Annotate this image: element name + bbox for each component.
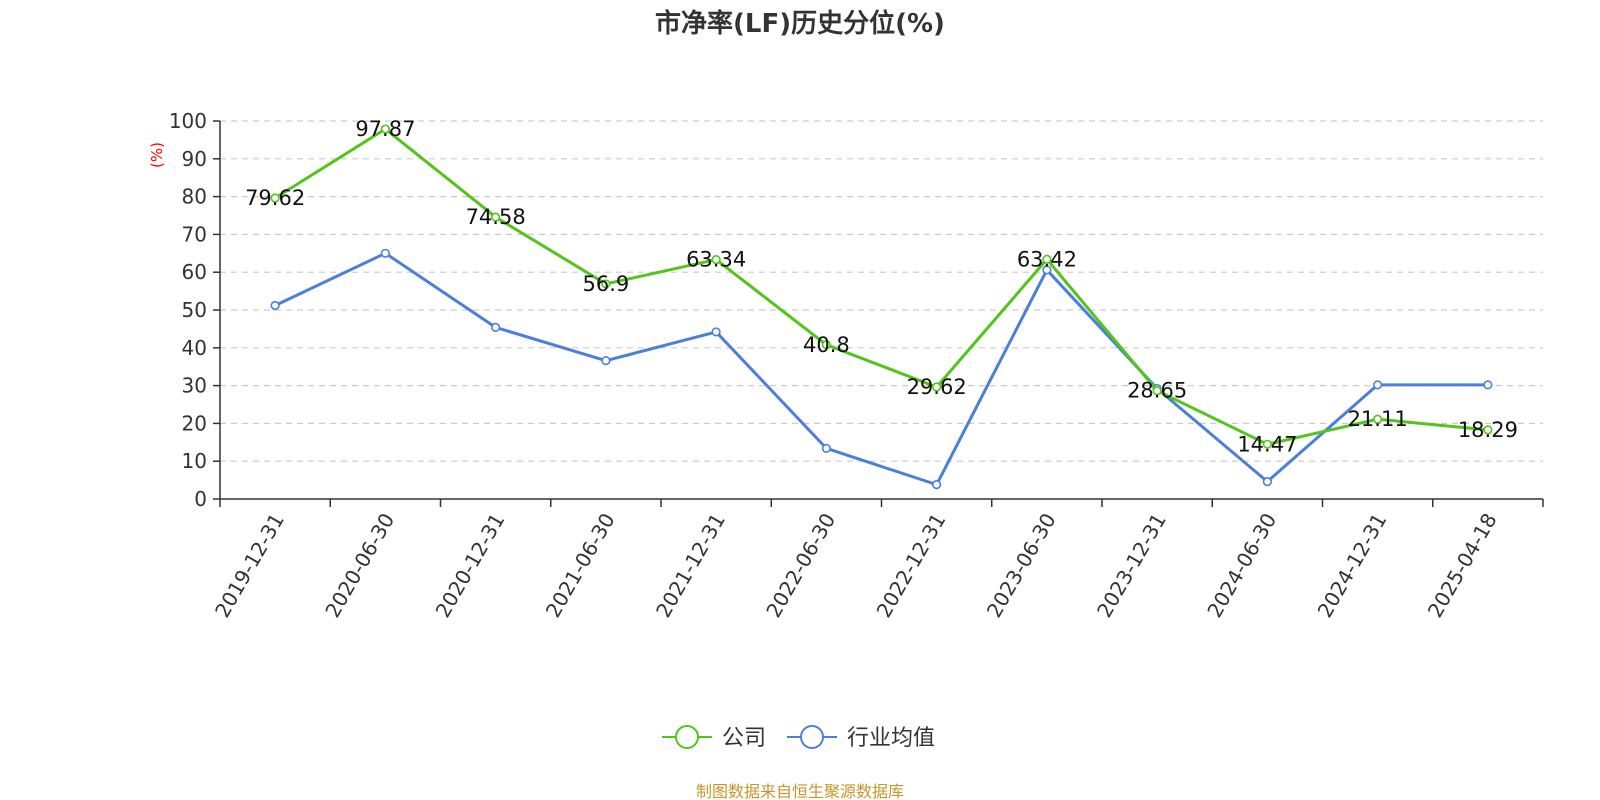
data-label: 28.65 [1127, 379, 1187, 403]
data-label: 63.42 [1017, 247, 1077, 271]
data-label: 40.8 [803, 333, 850, 357]
x-tick-label: 2021-12-31 [651, 509, 730, 622]
data-label: 18.29 [1458, 418, 1518, 442]
y-tick-label: 10 [182, 449, 207, 473]
y-tick-label: 0 [194, 487, 207, 511]
data-label: 21.11 [1348, 407, 1408, 431]
y-tick-label: 100 [169, 109, 207, 133]
data-point [380, 248, 390, 258]
x-tick-label: 2020-06-30 [320, 509, 399, 622]
data-point [1483, 425, 1493, 435]
data-point [932, 480, 942, 490]
x-tick-label: 2022-12-31 [872, 509, 951, 622]
data-point [1373, 414, 1383, 424]
data-label: 97.87 [355, 117, 415, 141]
x-tick-label: 2024-12-31 [1313, 509, 1392, 622]
y-tick-label: 90 [182, 147, 207, 171]
y-tick-label: 30 [182, 374, 207, 398]
data-point [491, 322, 501, 332]
data-labels: 79.62 97.87 74.58 56.9 63.34 40.8 29.62 63.42 28… [245, 117, 1518, 456]
data-point [601, 279, 611, 289]
y-axis-unit: (%) [148, 142, 166, 168]
data-point [821, 340, 831, 350]
x-tick-label: 2022-06-30 [761, 509, 840, 622]
x-tick-label: 2025-04-18 [1423, 509, 1502, 622]
data-point [270, 300, 280, 311]
y-tick-label: 20 [182, 411, 207, 435]
data-label: 14.47 [1237, 432, 1297, 456]
legend-marker-1 [800, 725, 824, 749]
legend-label-0: 公司 [722, 726, 766, 751]
data-point [270, 193, 280, 203]
data-point [491, 212, 501, 222]
data-point [821, 443, 831, 453]
data-point [1042, 254, 1052, 264]
data-point [1042, 265, 1052, 275]
data-label: 79.62 [245, 186, 305, 210]
data-point [711, 254, 721, 265]
source-note: 制图数据来自恒生聚源数据库 [696, 782, 904, 800]
chart-title: 市净率(LF)历史分位(%) [655, 8, 945, 39]
y-tick-label: 70 [182, 222, 207, 246]
data-point [1262, 477, 1272, 487]
axes: 0 10 20 30 40 50 60 70 80 90 100 2019-12-31 2020-06-… [169, 109, 1544, 622]
data-point [932, 382, 942, 392]
grid-lines [220, 120, 1543, 462]
y-tick-label: 40 [182, 336, 207, 360]
x-tick-label: 2019-12-31 [210, 509, 289, 622]
x-tick-label: 2023-12-31 [1092, 509, 1171, 622]
y-tick-label: 80 [182, 185, 207, 209]
data-point [711, 327, 721, 337]
data-label: 56.9 [582, 272, 629, 296]
data-point [380, 124, 390, 134]
data-point [601, 356, 611, 366]
series-lines [270, 124, 1493, 490]
x-tick-label: 2023-06-30 [982, 509, 1061, 622]
data-point [1152, 386, 1162, 396]
x-tick-label: 2021-06-30 [541, 509, 620, 622]
series-line-1 [273, 251, 1490, 487]
data-label: 63.34 [686, 248, 746, 272]
series-line-0 [273, 127, 1490, 446]
x-tick-label: 2020-12-31 [431, 509, 510, 622]
data-point [1373, 380, 1383, 390]
data-point [1483, 380, 1493, 390]
data-label: 29.62 [907, 375, 967, 399]
y-tick-label: 60 [182, 260, 207, 284]
data-point [1262, 439, 1272, 449]
data-label: 74.58 [466, 205, 526, 229]
legend-marker-0 [675, 725, 699, 749]
legend-label-1: 行业均值 [847, 726, 935, 751]
x-tick-label: 2024-06-30 [1202, 509, 1281, 622]
y-tick-label: 50 [182, 298, 207, 322]
legend: 公司 行业均值 [662, 725, 935, 751]
